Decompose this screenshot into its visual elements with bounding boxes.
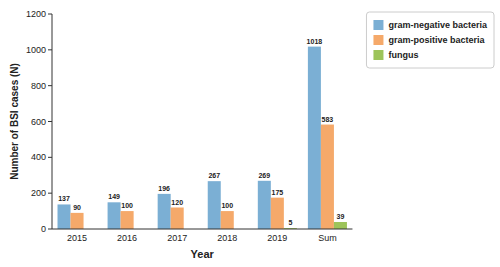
- x-tick-label: 2015: [67, 233, 87, 243]
- chart: 137 149 196 267 269 1018 90 100 120 100 175 583 5 39 0…: [0, 0, 500, 267]
- legend-swatch: [373, 20, 383, 30]
- data-label: 90: [73, 204, 81, 211]
- bar: [221, 211, 234, 229]
- y-axis-label: Number of BSI cases (N): [9, 63, 20, 180]
- y-tick-label: 1000: [26, 45, 46, 55]
- bar: [308, 47, 321, 229]
- bar: [208, 181, 221, 229]
- data-label: 5: [288, 219, 292, 226]
- x-tick-label: 2017: [167, 233, 187, 243]
- data-label: 100: [221, 202, 233, 209]
- legend-label: gram-negative bacteria: [388, 20, 488, 30]
- legend-label: fungus: [388, 50, 418, 60]
- legend: gram-negative bacteria gram-positive bact…: [366, 12, 494, 68]
- y-tick: [48, 85, 52, 86]
- x-tick-label: 2018: [217, 233, 237, 243]
- data-label: 196: [158, 185, 170, 192]
- bar: [158, 194, 171, 229]
- data-label: 175: [271, 189, 283, 196]
- y-tick-label: 600: [31, 117, 46, 127]
- y-tick-label: 0: [41, 224, 46, 234]
- data-label: 267: [208, 172, 220, 179]
- legend-label: gram-positive bacteria: [388, 35, 485, 45]
- bar: [271, 198, 284, 229]
- bar: [108, 202, 121, 229]
- bar: [58, 204, 71, 229]
- y-tick: [48, 121, 52, 122]
- data-label: 269: [258, 172, 270, 179]
- y-tick: [48, 193, 52, 194]
- data-label: 1018: [307, 38, 323, 45]
- data-label: 120: [171, 199, 183, 206]
- data-label: 39: [337, 213, 345, 220]
- x-tick-label: 2019: [267, 233, 287, 243]
- legend-frame: [366, 12, 494, 68]
- bar: [121, 211, 134, 229]
- bars: [58, 47, 347, 229]
- x-axis: [52, 229, 352, 230]
- y-tick: [48, 229, 52, 230]
- y-tick-label: 400: [31, 152, 46, 162]
- data-labels: 137 149 196 267 269 1018 90 100 120 100 175 583 5 39: [58, 38, 344, 226]
- legend-swatch: [373, 50, 383, 60]
- y-tick: [48, 157, 52, 158]
- data-label: 149: [108, 193, 120, 200]
- y-tick-label: 200: [31, 188, 46, 198]
- y-tick: [48, 14, 52, 15]
- data-label: 100: [121, 202, 133, 209]
- bar: [171, 208, 184, 230]
- legend-swatch: [373, 35, 383, 45]
- y-tick-label: 1200: [26, 9, 46, 19]
- data-label: 583: [322, 116, 334, 123]
- x-tick-label: 2016: [117, 233, 137, 243]
- y-tick: [48, 49, 52, 50]
- x-axis-label: Year: [191, 248, 215, 260]
- y-tick-label: 800: [31, 81, 46, 91]
- bar: [334, 222, 347, 229]
- bar: [321, 125, 334, 229]
- bar: [71, 213, 84, 229]
- data-label: 137: [58, 195, 70, 202]
- bar: [258, 181, 271, 229]
- x-tick-label: Sum: [318, 233, 337, 243]
